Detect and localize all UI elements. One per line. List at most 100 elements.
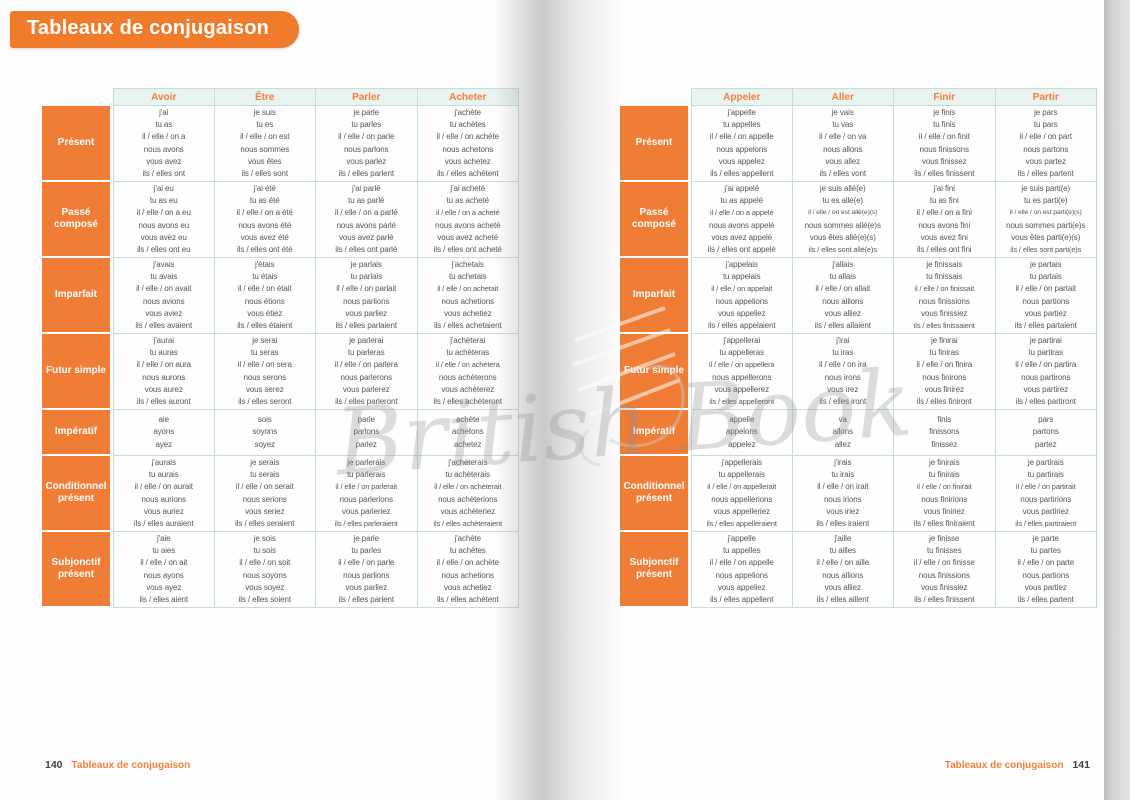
conjugation-line: nous appelons [716,144,768,154]
conjugation-line: nous sommes parti(e)s [1006,220,1086,230]
conjugation-cell: j'irais tu irais il / elle / on irait nous … [792,456,894,532]
conjugation-line: ils / elles sont [241,168,289,178]
conjugation-line: nous finirons [922,372,967,382]
conjugation-line: vous parliez [345,308,388,318]
conjugation-line: finissons [929,427,960,437]
tense-label: Passé composé [42,182,110,258]
conjugation-cell: appelle appelons appelez [691,410,793,456]
conjugation-line: j'ai [159,107,169,117]
conjugation-line: je partais [1030,259,1062,269]
conjugation-line: ils / elles parleraient [334,518,398,528]
conjugation-line: nous finirions [921,494,968,504]
conjugation-line: tu achèteras [446,348,490,358]
conjugation-line: tu seras [250,348,279,358]
conjugation-cell: je finis tu finis il / elle / on finit nous… [894,106,996,182]
conjugation-line: vous êtes parti(e)(s) [1011,232,1081,242]
conjugation-line: vous êtes [248,156,282,166]
conjugation-line: il / elle / on va [819,132,867,142]
conjugation-line: vous soyez [245,582,285,592]
conjugation-line: tu parlerais [347,470,386,480]
conjugation-line: j'achète [454,533,482,543]
conjugation-line: va [838,415,847,425]
conjugation-line: il / elle / on ait [140,558,188,568]
tense-label: Conditionnel présent [620,456,688,532]
table-corner [42,88,113,106]
conjugation-line: tu pars [1033,120,1058,130]
conjugation-line: ils / elles ont acheté [433,244,502,254]
table-corner [620,88,691,106]
conjugation-line: ils / elles parlaient [335,320,398,330]
conjugation-line: vous achetiez [443,308,492,318]
conjugation-cell: je parte tu partes il / elle / on parte nou… [995,532,1097,608]
conjugation-line: vous avez parlé [338,232,394,242]
conjugation-line: il / elle / on irait [817,482,869,492]
conjugation-cell: je parlerais tu parlerais il / elle / on p… [316,456,418,532]
conjugation-line: il / elle / on finira [916,360,973,370]
conjugation-line: vous partiez [1024,582,1067,592]
conjugation-line: ils / elles finissent [914,168,975,178]
conjugation-line: il / elle / on achète [436,558,499,568]
conjugation-line: nous soyons [242,570,287,580]
conjugation-line: tu finisses [927,546,962,556]
conjugation-line: ils / elles achètent [436,594,499,604]
conjugation-line: il / elle / on avait [136,284,192,294]
conjugation-line: tu as [155,120,173,130]
conjugation-line: il / elle / on finissait [914,284,975,294]
conjugation-line: je finisse [929,533,960,543]
conjugation-line: vous avez [146,156,182,166]
tense-label: Subjonctif présent [620,532,688,608]
conjugation-line: appelez [728,439,756,449]
conjugation-line: il / elle / on parlerait [335,482,398,492]
conjugation-line: nous appellerons [712,372,772,382]
conjugation-line: vous parlez [346,156,387,166]
conjugation-line: ils / elles achètent [436,168,499,178]
conjugation-line: il / elle / on a appelé [710,208,774,218]
page-number-right: 141 [1072,759,1090,771]
conjugation-line: allez [834,439,851,449]
conjugation-line: tu es allé(e) [822,196,864,206]
conjugation-line: tu as été [249,196,280,206]
conjugation-line: nous appelions [715,296,769,306]
page-number-left: 140 [45,759,63,771]
conjugation-line: tu ailles [829,546,856,556]
conjugation-line: j'ai été [253,183,276,193]
conjugation-line: vous alliez [824,308,861,318]
conjugation-line: il / elle / on ira [818,360,867,370]
conjugation-line: tu appelleras [719,348,764,358]
conjugation-table-right: Appeler Aller Finir Partir Présent j'appelle t… [620,88,1097,608]
conjugation-line: il / elle / on est allé(e)(s) [808,209,878,217]
conjugation-line: ils / elles ont fini [917,244,972,254]
conjugation-line: il / elle / on appelle [709,558,774,568]
conjugation-line: tu finis [933,120,956,130]
conjugation-cell: j'achèterais tu achèterais il / elle / on … [417,456,519,532]
conjugation-cell: j'ai tu as il / elle / on a nous avons vous … [113,106,215,182]
conjugation-line: nous sommes allé(e)s [804,220,881,230]
conjugation-line: ils / elles sont parti(e)s [1010,244,1082,254]
verb-header: Appeler [691,88,793,106]
conjugation-cell: j'irai tu iras il / elle / on ira nous iron… [792,334,894,410]
page-edge-shadow [1104,0,1130,800]
conjugation-line: nous achetions [441,296,495,306]
conjugation-cell: j'achèterai tu achèteras il / elle / on ac… [417,334,519,410]
conjugation-line: vous iriez [826,506,860,516]
conjugation-line: nous avons appelé [709,220,775,230]
conjugation-line: il / elle / on parte [1017,558,1075,568]
conjugation-line: vous finissiez [921,308,968,318]
conjugation-cell: j'aille tu ailles il / elle / on aille nous… [792,532,894,608]
verb-header: Parler [316,88,418,106]
conjugation-line: j'avais [153,259,175,269]
conjugation-line: il / elle / on appelait [711,284,773,294]
conjugation-line: tu vas [832,120,854,130]
conjugation-line: ils / elles auraient [133,518,194,528]
conjugation-cell: j'aie tu aies il / elle / on ait nous ayons… [113,532,215,608]
conjugation-line: vous appellerez [714,384,770,394]
conjugation-line: tu finiras [929,348,959,358]
conjugation-line: ils / elles ont [142,168,186,178]
conjugation-line: vous finiriez [923,506,965,516]
conjugation-line: je vais [831,107,854,117]
conjugation-line: il / elle / on part [1019,132,1072,142]
conjugation-line: il / elle / on a été [236,208,293,218]
conjugation-line: vous aviez [145,308,183,318]
conjugation-line: nous irons [824,372,861,382]
